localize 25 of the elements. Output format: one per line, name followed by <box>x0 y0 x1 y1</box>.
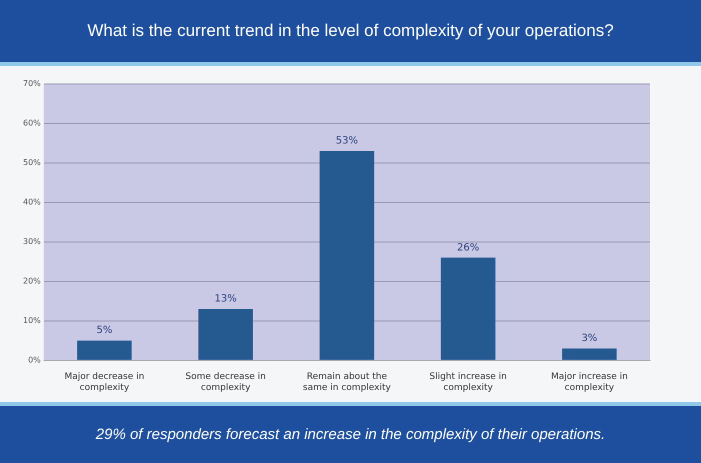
x-tick-label: Major decrease in complexity <box>64 372 144 393</box>
y-tick-label: 20% <box>23 276 42 286</box>
x-tick-label: Remain about the same in complexity <box>302 372 392 393</box>
y-tick-label: 50% <box>23 158 42 167</box>
y-tick-label: 0% <box>28 355 42 364</box>
y-tick-label: 30% <box>23 236 42 246</box>
bar <box>198 309 253 360</box>
chart-title: What is the current trend in the level of complexity of your operations? <box>0 0 701 66</box>
y-tick-label: 70% <box>23 78 42 88</box>
y-tick-label: 10% <box>23 316 42 325</box>
x-tick-label: Major increase in complexity <box>550 372 628 393</box>
y-tick-label: 40% <box>23 197 42 206</box>
text: 29% of responders forecast an increase in the complexity of their operations. <box>0 402 701 463</box>
bar <box>320 150 374 360</box>
data-label: 5% <box>96 325 112 336</box>
x-tick-label: Slight increase in complexity <box>429 372 507 393</box>
x-tick-label: Some decrease in complexity <box>185 372 266 393</box>
data-label: 13% <box>214 294 237 305</box>
bar <box>440 258 496 360</box>
bar <box>77 340 132 360</box>
bar <box>562 348 617 360</box>
data-label: 26% <box>457 242 480 254</box>
y-tick-label: 60% <box>23 118 42 128</box>
data-label: 53% <box>336 136 358 147</box>
data-label: 3% <box>581 333 598 344</box>
